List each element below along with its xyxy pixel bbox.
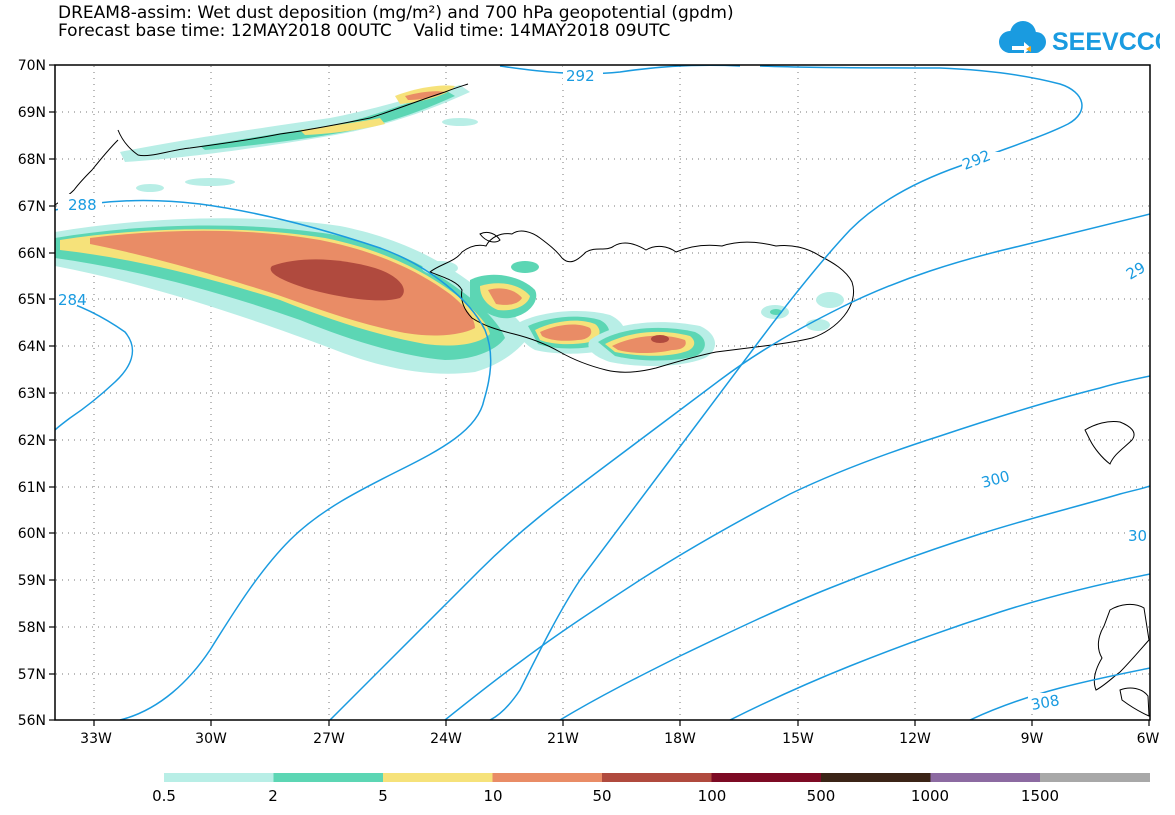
colorbar-swatch — [930, 773, 1041, 782]
logo-text: SEEVCCC — [1052, 28, 1160, 56]
lon-label: 9W — [1021, 731, 1044, 747]
colorbar-label: 2 — [268, 787, 278, 805]
lon-label: 6W — [1137, 731, 1160, 747]
colorbar-label: 100 — [698, 787, 727, 805]
colorbar-swatch — [602, 773, 712, 782]
lat-label: 60N — [18, 526, 46, 542]
colorbar-label: 500 — [807, 787, 836, 805]
lat-label: 69N — [18, 105, 46, 121]
map-title-line-1: DREAM8-assim: Wet dust deposition (mg/m²… — [58, 3, 734, 23]
contour-label: 284 — [58, 291, 87, 309]
seevccc-logo: SEEVCCC — [999, 21, 1160, 56]
lon-label: 24W — [430, 731, 462, 747]
colorbar-swatch — [383, 773, 493, 782]
latitude-labels: 70N 69N 68N 67N 66N 65N 64N 63N 62N 61N … — [18, 58, 46, 729]
colorbar-label: 50 — [592, 787, 611, 805]
lat-label: 57N — [18, 667, 46, 683]
colorbar-label: 1500 — [1021, 787, 1059, 805]
dust-field-greenland — [120, 85, 478, 192]
lon-label: 15W — [782, 731, 814, 747]
colorbar-swatch — [1040, 773, 1150, 782]
coastlines — [55, 83, 1150, 717]
colorbar-label: 10 — [483, 787, 502, 805]
lat-label: 62N — [18, 433, 46, 449]
dust-field-main-plume — [55, 218, 530, 374]
tick-marks — [49, 64, 1150, 726]
geopotential-contours — [55, 65, 1150, 720]
colorbar-swatch — [164, 773, 274, 782]
colorbar-label: 5 — [378, 787, 388, 805]
contour-label: 288 — [68, 196, 97, 214]
colorbar-label: 0.5 — [152, 787, 176, 805]
lat-label: 65N — [18, 292, 46, 308]
colorbar-swatch — [492, 773, 603, 782]
lon-label: 21W — [547, 731, 579, 747]
lon-label: 33W — [80, 731, 112, 747]
dust-field-iceland — [422, 261, 844, 367]
colorbar — [164, 773, 1150, 782]
longitude-labels: 33W 30W 27W 24W 21W 18W 15W 12W 9W 6W — [80, 731, 1159, 747]
contour-label: 308 — [1030, 691, 1061, 714]
lon-label: 12W — [899, 731, 931, 747]
colorbar-swatch — [711, 773, 822, 782]
contour-label: 30 — [1128, 527, 1147, 545]
lon-label: 30W — [195, 731, 227, 747]
lat-label: 58N — [18, 620, 46, 636]
colorbar-labels: 0.5 2 5 10 50 100 500 1000 1500 — [152, 787, 1059, 805]
map-title-line-2: Forecast base time: 12MAY2018 00UTC Vali… — [58, 21, 671, 41]
contour-labels: 292 292 288 284 29 300 30 308 — [55, 65, 1150, 714]
colorbar-swatch — [821, 773, 931, 782]
lat-label: 64N — [18, 339, 46, 355]
lat-label: 56N — [18, 713, 46, 729]
lon-label: 27W — [313, 731, 345, 747]
lat-label: 68N — [18, 152, 46, 168]
contour-label: 292 — [566, 67, 595, 85]
lat-label: 70N — [18, 58, 46, 74]
lon-label: 18W — [664, 731, 696, 747]
lat-label: 61N — [18, 480, 46, 496]
lat-label: 59N — [18, 573, 46, 589]
lat-label: 63N — [18, 386, 46, 402]
colorbar-label: 1000 — [911, 787, 949, 805]
graticule — [56, 66, 1149, 719]
lat-label: 66N — [18, 246, 46, 262]
lat-label: 67N — [18, 199, 46, 215]
colorbar-swatch — [273, 773, 384, 782]
cloud-icon — [999, 21, 1046, 54]
